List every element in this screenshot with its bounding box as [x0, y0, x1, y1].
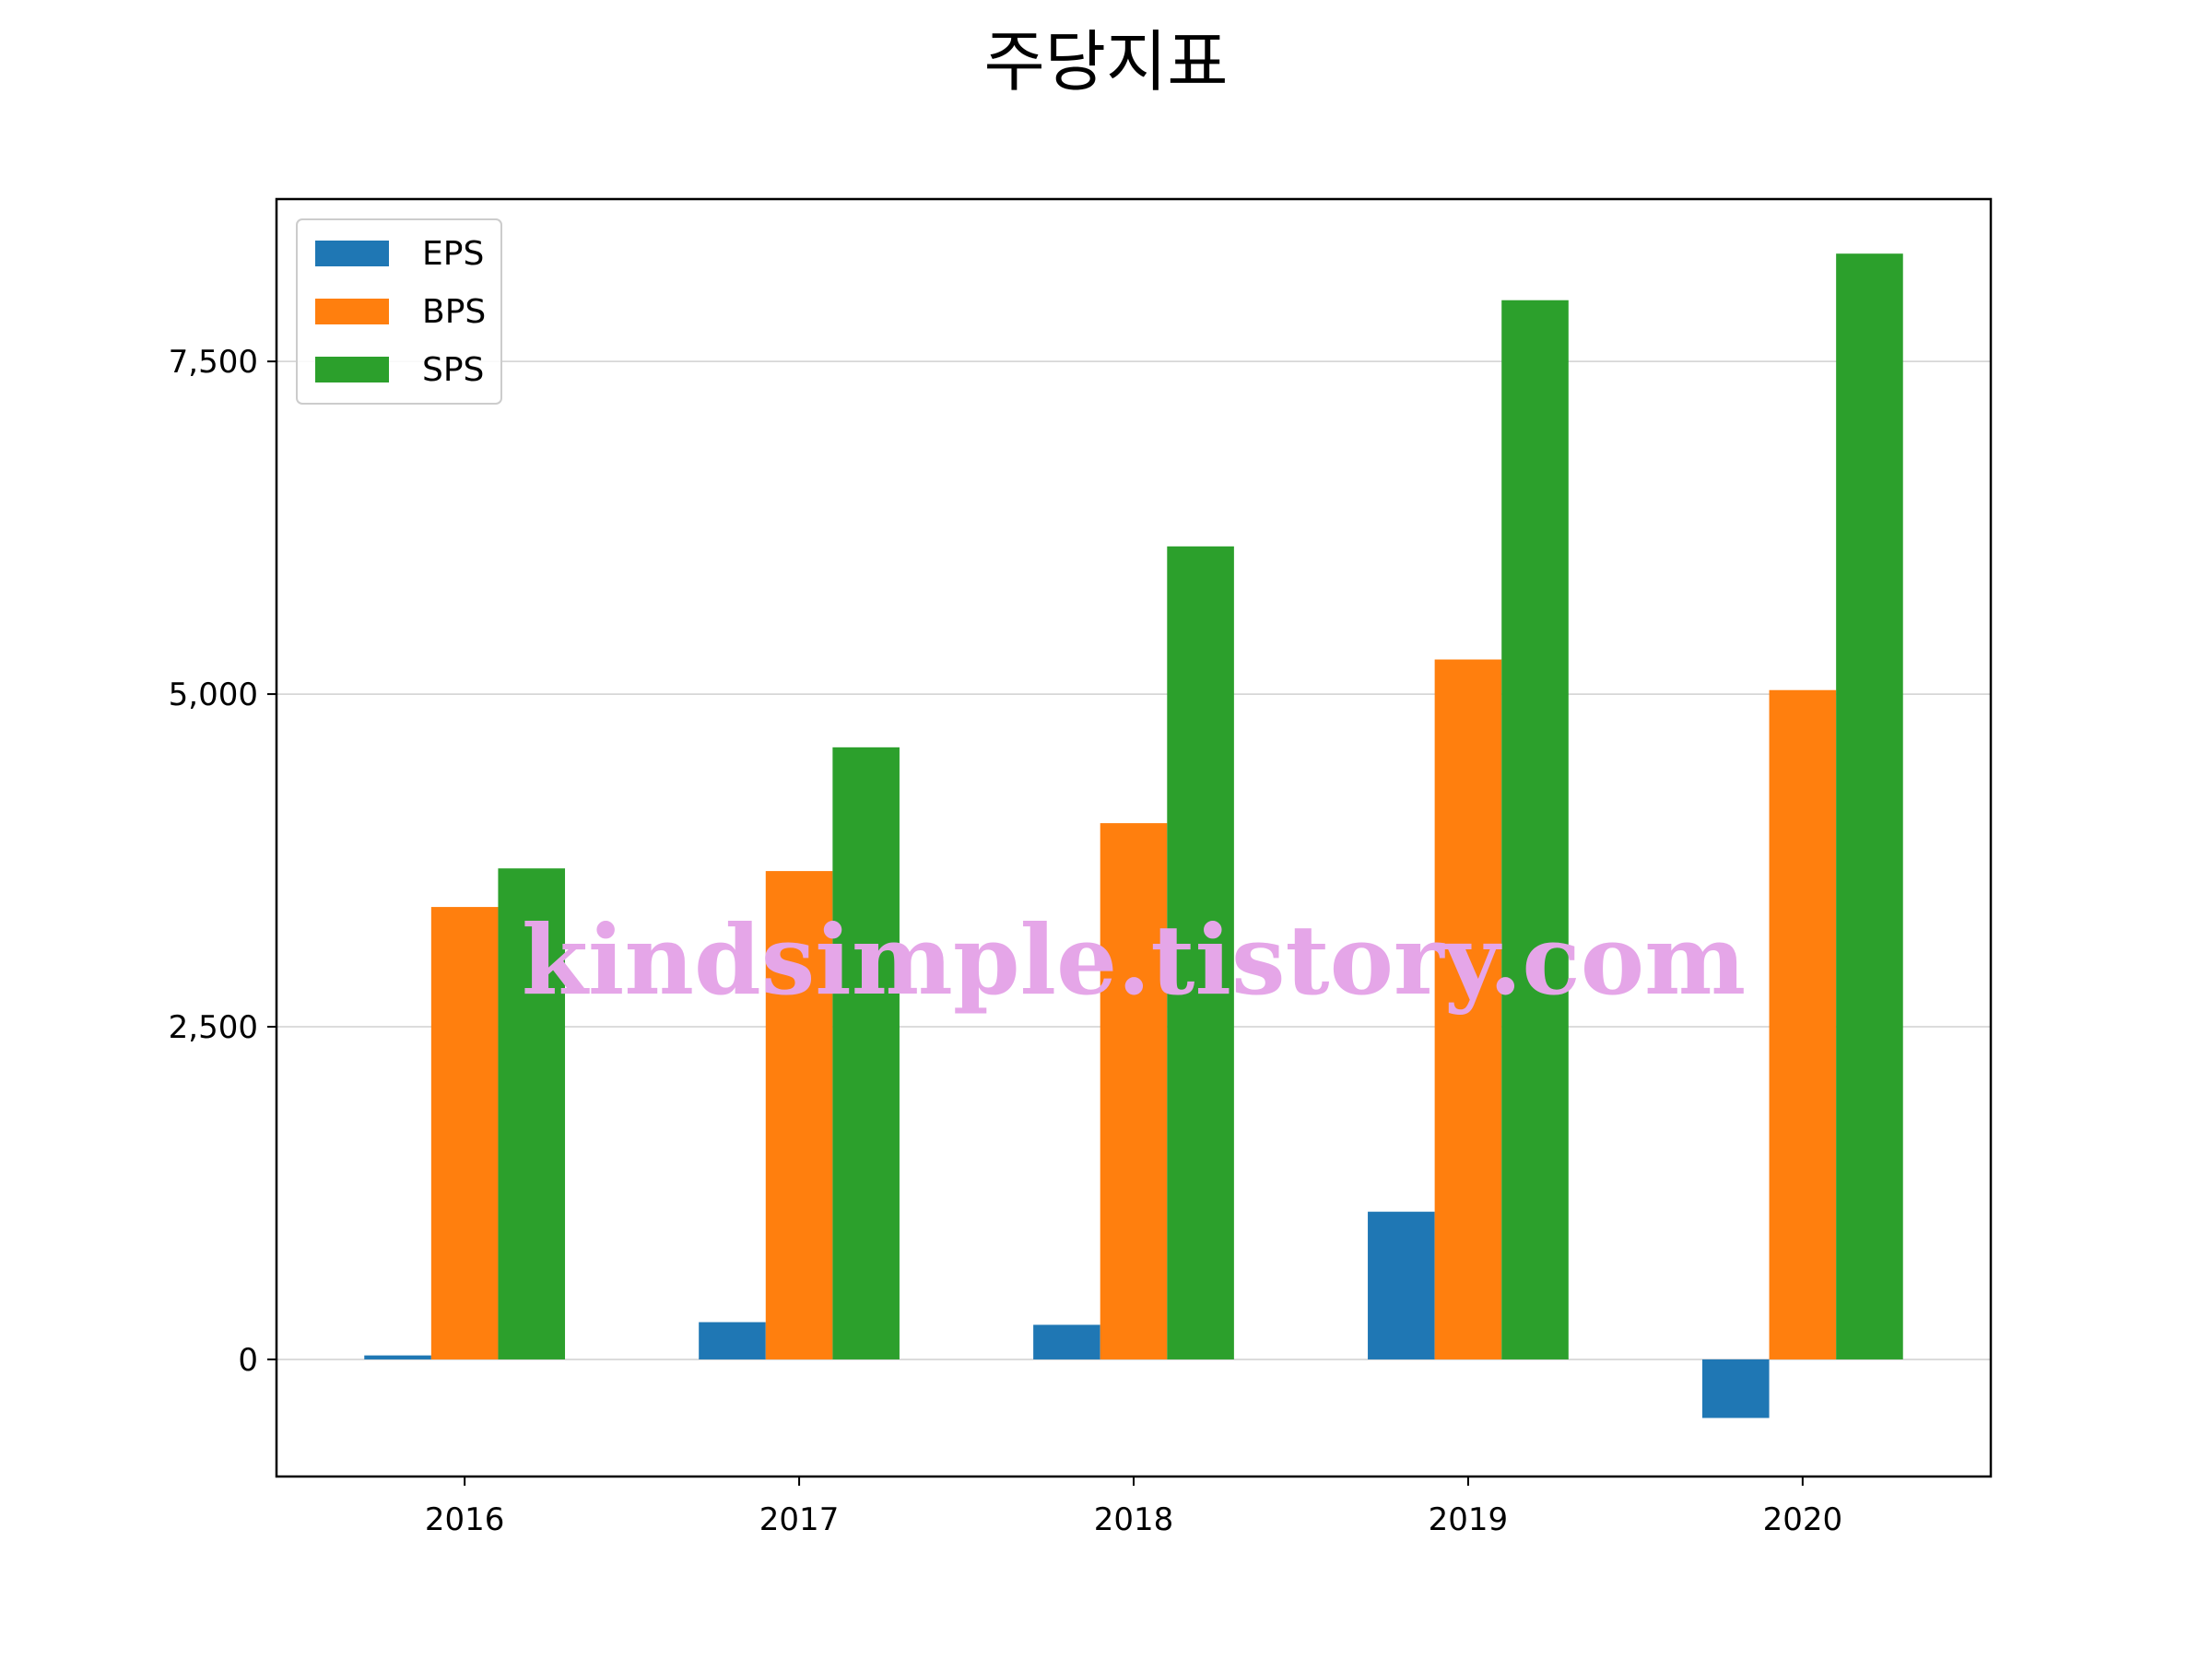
x-tick-label: 2020	[1763, 1501, 1843, 1538]
bar-bps-2018	[1100, 823, 1168, 1359]
bar-sps-2019	[1501, 300, 1569, 1359]
bar-eps-2019	[1368, 1211, 1435, 1359]
chart-title: 주당지표	[984, 23, 1229, 100]
bar-eps-2020	[1701, 1359, 1770, 1418]
y-axis: 0 2,500 5,000 7,500	[169, 344, 276, 1379]
bar-bps-2020	[1769, 689, 1837, 1359]
bar-eps-2016	[364, 1355, 431, 1359]
y-tick-label: 5,000	[169, 677, 258, 713]
x-tick-label: 2018	[1094, 1501, 1174, 1538]
watermark: kindsimple.tistory.com	[522, 903, 1746, 1017]
x-axis: 2016 2017 2018 2019 2020	[425, 1477, 1842, 1538]
bar-bps-2016	[430, 907, 499, 1359]
x-tick-label: 2019	[1429, 1501, 1509, 1538]
y-tick-label: 7,500	[169, 344, 258, 381]
y-tick-label: 2,500	[169, 1009, 258, 1046]
legend-swatch-sps	[315, 357, 389, 382]
x-tick-label: 2017	[759, 1501, 840, 1538]
y-tick-label: 0	[238, 1342, 258, 1379]
bar-bps-2019	[1434, 659, 1502, 1359]
x-tick-label: 2016	[425, 1501, 505, 1538]
legend-swatch-eps	[315, 241, 389, 266]
legend-swatch-bps	[315, 299, 389, 324]
legend-label-sps: SPS	[422, 351, 484, 389]
bar-sps-2020	[1836, 253, 1903, 1359]
bar-sps-2016	[498, 868, 566, 1359]
bar-eps-2018	[1033, 1324, 1100, 1359]
legend: EPS BPS SPS	[296, 218, 502, 405]
bar-eps-2017	[699, 1322, 766, 1359]
bar-sps-2017	[832, 747, 900, 1359]
bar-bps-2017	[765, 871, 833, 1359]
legend-label-eps: EPS	[422, 235, 484, 273]
bars	[364, 253, 1903, 1418]
legend-label-bps: BPS	[422, 293, 486, 331]
bar-sps-2018	[1167, 546, 1234, 1359]
